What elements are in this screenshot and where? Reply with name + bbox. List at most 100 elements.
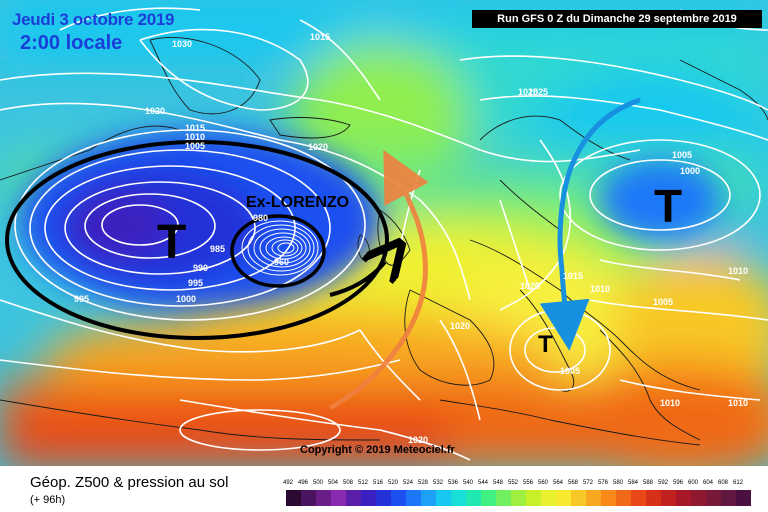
scale-swatch <box>331 490 346 506</box>
low-pressure-symbols: T T T <box>157 180 682 358</box>
scale-swatch <box>601 490 616 506</box>
copyright-notice: Copyright © 2019 Meteociel.fr <box>300 444 455 456</box>
scale-swatch <box>616 490 631 506</box>
scale-swatch <box>286 490 301 506</box>
isobar-label: 1015 <box>310 32 330 42</box>
scale-tick-label: 580 <box>613 480 624 486</box>
isobar-label: 980 <box>253 213 268 223</box>
isobar-label: 1020 <box>450 321 470 331</box>
isobar-label: 1015 <box>185 123 205 133</box>
scale-tick-label: 552 <box>508 480 519 486</box>
scale-tick-label: 568 <box>568 480 579 486</box>
scale-tick-label: 548 <box>493 480 504 486</box>
low-pressure-symbol: T <box>538 331 553 358</box>
isobar-label: 1020 <box>408 435 428 445</box>
scale-tick-label: 604 <box>703 480 714 486</box>
scale-swatch <box>481 490 496 506</box>
isobar-label: 1010 <box>660 398 680 408</box>
scale-tick-label: 524 <box>403 480 414 486</box>
scale-swatch <box>361 490 376 506</box>
model-run-info: Run GFS 0 Z du Dimanche 29 septembre 201… <box>472 10 762 28</box>
blue-flow-arrow-bottom <box>539 269 590 351</box>
scale-tick-label: 576 <box>598 480 609 486</box>
scale-tick-label: 608 <box>718 480 729 486</box>
scale-swatch <box>586 490 601 506</box>
forecast-date: Jeudi 3 octobre 2019 <box>12 10 175 29</box>
geopotential-color-field <box>0 0 768 468</box>
low-pressure-symbol: T <box>157 216 186 269</box>
annotation-overlay <box>5 97 641 411</box>
isobar-label: 995 <box>74 294 89 304</box>
forecast-local-time: 2:00 locale <box>20 32 123 54</box>
isobar-label: 1015 <box>563 271 583 281</box>
scale-tick-label: 492 <box>283 480 294 486</box>
scale-swatch <box>631 490 646 506</box>
scale-swatch <box>676 490 691 506</box>
isobar-label: 1005 <box>185 141 205 151</box>
isobar-label: 1010 <box>185 132 205 142</box>
scale-swatch <box>421 490 436 506</box>
scale-tick-label: 560 <box>538 480 549 486</box>
scale-tick-label: 572 <box>583 480 594 486</box>
isobar-label: 1010 <box>728 266 748 276</box>
scale-swatch <box>736 490 751 506</box>
scale-swatch <box>646 490 661 506</box>
scale-tick-label: 544 <box>478 480 489 486</box>
scale-swatch <box>346 490 361 506</box>
scale-swatch <box>661 490 676 506</box>
scale-swatch <box>436 490 451 506</box>
isobar-label: 995 <box>188 278 203 288</box>
scale-swatch <box>316 490 331 506</box>
ex-lorenzo-circle <box>230 214 326 288</box>
blue-flow-arrow-top <box>557 97 641 271</box>
isobar-label: 1030 <box>172 39 192 49</box>
isobar-label: 1020 <box>308 142 328 152</box>
scale-swatch <box>451 490 466 506</box>
isobar-label: 1010 <box>728 398 748 408</box>
scale-swatch <box>511 490 526 506</box>
scale-tick-label: 508 <box>343 480 354 486</box>
scale-swatch <box>706 490 721 506</box>
scale-tick-label: 540 <box>463 480 474 486</box>
isobars <box>0 7 768 461</box>
scale-tick-label: 532 <box>433 480 444 486</box>
scale-swatch <box>406 490 421 506</box>
low-pressure-symbol: T <box>654 180 682 232</box>
scale-tick-label: 500 <box>313 480 324 486</box>
isobar-label: 1020 <box>145 106 165 116</box>
scale-tick-label: 600 <box>688 480 699 486</box>
scale-swatch <box>496 490 511 506</box>
isobar-label: 1000 <box>680 166 700 176</box>
scale-tick-label: 612 <box>733 480 744 486</box>
scale-tick-label: 536 <box>448 480 459 486</box>
scale-swatch <box>721 490 736 506</box>
storm-name-label: Ex-LORENZO <box>246 194 350 211</box>
scale-tick-label: 512 <box>358 480 369 486</box>
ex-lorenzo-cyclone <box>241 220 319 276</box>
isobar-label: 960 <box>274 257 289 267</box>
scale-swatch <box>571 490 586 506</box>
scale-tick-label: 556 <box>523 480 534 486</box>
scale-swatch <box>466 490 481 506</box>
isobar-label: 1000 <box>176 294 196 304</box>
scale-tick-label: 520 <box>388 480 399 486</box>
isobar-label: 1005 <box>672 150 692 160</box>
isobar-label: 985 <box>210 244 225 254</box>
scale-swatch <box>376 490 391 506</box>
color-scale: 492 496 500 504 508 512 516 520 524 528 532 536 540 5… <box>283 480 751 506</box>
scale-swatch <box>556 490 571 506</box>
scale-tick-label: 584 <box>628 480 639 486</box>
isobar-label: 990 <box>193 263 208 273</box>
orange-flow-arrow <box>328 149 429 411</box>
scale-tick-label: 496 <box>298 480 309 486</box>
scale-tick-label: 564 <box>553 480 564 486</box>
isobar-label: 1005 <box>653 297 673 307</box>
scale-tick-label: 596 <box>673 480 684 486</box>
legend-forecast-hour: (+ 96h) <box>30 494 66 506</box>
scale-tick-label: 588 <box>643 480 654 486</box>
scale-swatch <box>691 490 706 506</box>
scale-tick-label: 516 <box>373 480 384 486</box>
